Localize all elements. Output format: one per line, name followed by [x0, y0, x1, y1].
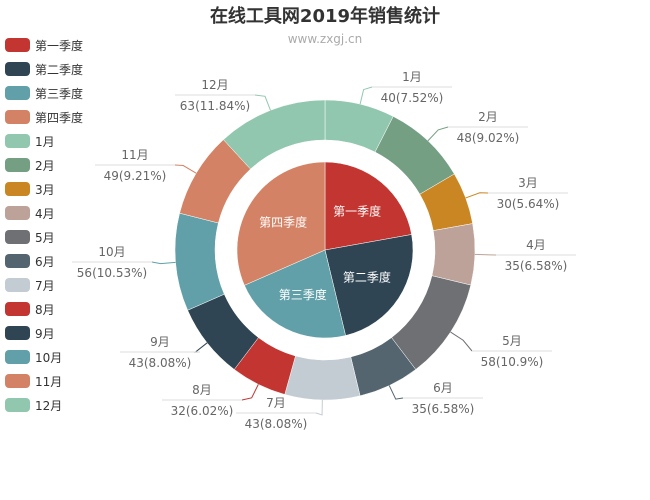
legend-item-q3[interactable]: 第三季度 — [5, 81, 83, 105]
outer-label-value: 32(6.02%) — [171, 404, 234, 418]
outer-ring — [174, 99, 476, 401]
outer-slice[interactable] — [223, 99, 326, 170]
legend-swatch — [5, 302, 30, 316]
legend-swatch — [5, 134, 30, 148]
legend-swatch — [5, 110, 30, 124]
legend-label: 5月 — [35, 230, 55, 245]
legend-label: 2月 — [35, 158, 55, 173]
outer-label-value: 63(11.84%) — [180, 99, 250, 113]
legend-label: 1月 — [35, 134, 55, 149]
legend-swatch — [5, 158, 30, 172]
outer-label-name: 1月 — [402, 70, 422, 84]
legend-label: 7月 — [35, 278, 55, 293]
legend-item-jun[interactable]: 6月 — [5, 249, 83, 273]
legend-item-jan[interactable]: 1月 — [5, 129, 83, 153]
inner-slice[interactable] — [324, 234, 414, 336]
legend-swatch — [5, 230, 30, 244]
legend-label: 10月 — [35, 350, 63, 365]
outer-label-value: 48(9.02%) — [457, 131, 520, 145]
outer-label-name: 2月 — [478, 110, 498, 124]
legend-label: 第二季度 — [35, 62, 84, 77]
chart-subtitle: www.zxgj.cn — [287, 32, 363, 46]
outer-label-name: 9月 — [150, 335, 170, 349]
legend-item-mar[interactable]: 3月 — [5, 177, 83, 201]
legend-swatch — [5, 350, 30, 364]
inner-slice-label: 第二季度 — [343, 269, 391, 284]
legend-swatch — [5, 62, 30, 76]
outer-label-value: 43(8.08%) — [129, 356, 192, 370]
legend-label: 3月 — [35, 182, 55, 197]
legend-item-q1[interactable]: 第一季度 — [5, 33, 83, 57]
legend-item-jul[interactable]: 7月 — [5, 273, 83, 297]
inner-slice-label: 第一季度 — [333, 204, 381, 219]
outer-label-name: 5月 — [502, 334, 522, 348]
outer-label-value: 30(5.64%) — [497, 197, 560, 211]
legend-item-dec[interactable]: 12月 — [5, 393, 83, 417]
outer-label-name: 3月 — [518, 176, 538, 190]
chart-title: 在线工具网2019年销售统计 — [209, 6, 441, 27]
outer-label-value: 43(8.08%) — [245, 417, 308, 431]
inner-slice[interactable] — [324, 161, 412, 251]
legend-item-q2[interactable]: 第二季度 — [5, 57, 83, 81]
inner-slice-label: 第三季度 — [279, 287, 327, 302]
legend-swatch — [5, 86, 30, 100]
legend-item-q4[interactable]: 第四季度 — [5, 105, 83, 129]
legend-swatch — [5, 206, 30, 220]
legend-label: 9月 — [35, 326, 55, 341]
outer-label-value: 56(10.53%) — [77, 266, 147, 280]
legend-swatch — [5, 254, 30, 268]
outer-label-value: 35(6.58%) — [505, 259, 568, 273]
legend: 第一季度 第二季度 第三季度 第四季度 1月 2月 3月 4月 5月 6月 7月… — [5, 33, 83, 417]
legend-label: 8月 — [35, 302, 55, 317]
outer-label-value: 40(7.52%) — [381, 91, 444, 105]
outer-label-value: 49(9.21%) — [104, 169, 167, 183]
legend-item-aug[interactable]: 8月 — [5, 297, 83, 321]
outer-label-name: 7月 — [266, 396, 286, 410]
inner-slice-label: 第四季度 — [259, 215, 307, 230]
legend-item-oct[interactable]: 10月 — [5, 345, 83, 369]
outer-slice[interactable] — [431, 223, 476, 286]
inner-slice[interactable] — [236, 161, 326, 286]
outer-label-name: 8月 — [192, 383, 212, 397]
legend-label: 第四季度 — [35, 110, 84, 125]
legend-item-sep[interactable]: 9月 — [5, 321, 83, 345]
outer-slice[interactable] — [174, 212, 225, 311]
outer-label-name: 11月 — [121, 148, 148, 162]
legend-swatch — [5, 326, 30, 340]
legend-item-feb[interactable]: 2月 — [5, 153, 83, 177]
legend-swatch — [5, 398, 30, 412]
legend-swatch — [5, 374, 30, 388]
outer-label-value: 58(10.9%) — [481, 355, 544, 369]
outer-label-value: 35(6.58%) — [412, 402, 475, 416]
legend-label: 11月 — [35, 374, 63, 389]
outer-slice[interactable] — [284, 355, 361, 401]
outer-label-name: 6月 — [433, 381, 453, 395]
legend-label: 6月 — [35, 254, 55, 269]
legend-label: 12月 — [35, 398, 63, 413]
outer-label-name: 10月 — [98, 245, 125, 259]
outer-labels: 1月 40(7.52%) 2月 48(9.02%) 3月 30(5.64%) 4月 35(6.… — [72, 70, 576, 431]
inner-slice[interactable] — [244, 249, 346, 339]
legend-swatch — [5, 278, 30, 292]
legend-item-may[interactable]: 5月 — [5, 225, 83, 249]
legend-swatch — [5, 38, 30, 52]
outer-label-name: 12月 — [201, 78, 228, 92]
legend-label: 第三季度 — [35, 86, 84, 101]
legend-label: 4月 — [35, 206, 55, 221]
legend-item-apr[interactable]: 4月 — [5, 201, 83, 225]
outer-label-name: 4月 — [526, 238, 546, 252]
legend-swatch — [5, 182, 30, 196]
legend-label: 第一季度 — [35, 38, 84, 53]
legend-item-nov[interactable]: 11月 — [5, 369, 83, 393]
